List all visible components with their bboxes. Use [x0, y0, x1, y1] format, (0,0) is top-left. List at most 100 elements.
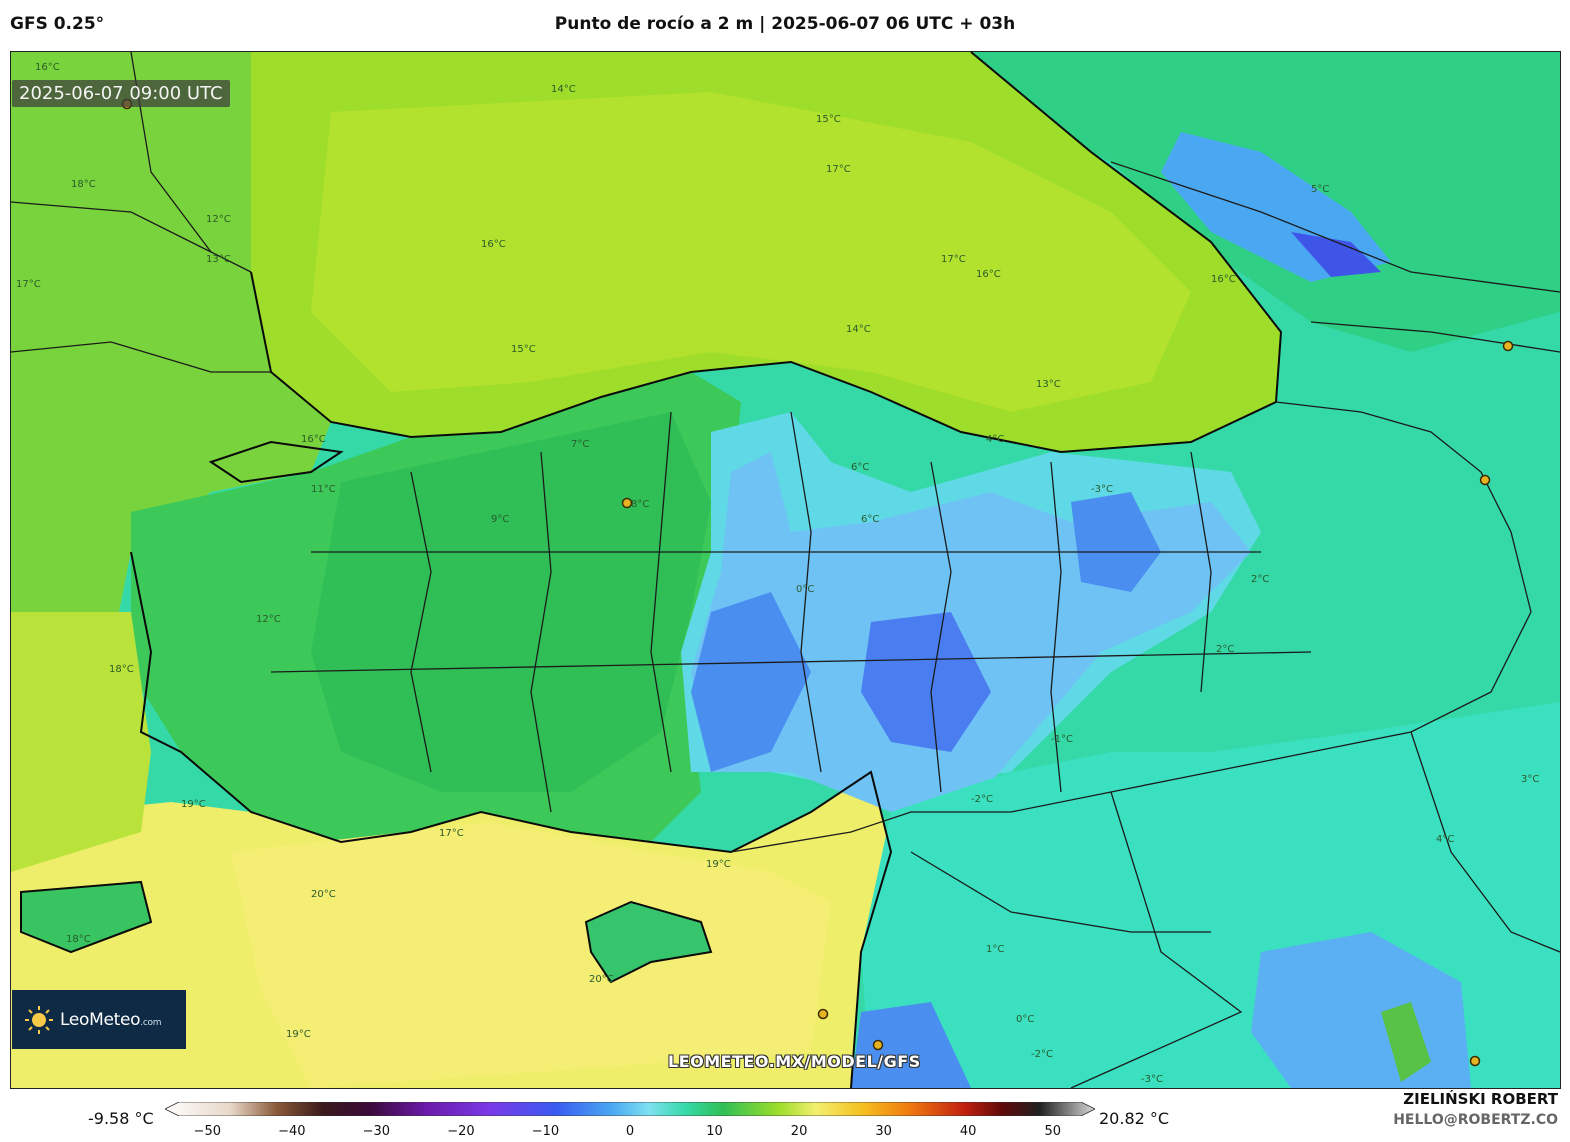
contour-label: 20°C	[311, 889, 336, 900]
syria-border	[910, 851, 1211, 933]
city-marker	[1469, 1055, 1481, 1067]
dry-center-fill	[861, 612, 991, 752]
contour-label: 3°C	[1521, 774, 1539, 785]
aegean-fill	[11, 612, 151, 872]
colorbar-tick: −50	[193, 1124, 221, 1139]
logo-name: LeoMeteo	[60, 1009, 141, 1030]
caucasus-border	[1310, 321, 1560, 353]
contour-label: 13°C	[206, 254, 231, 265]
contour-label: -1°C	[1051, 734, 1073, 745]
colorbar-tick: 20	[790, 1124, 808, 1139]
crete-coast	[20, 880, 153, 954]
contour-label: 16°C	[301, 434, 326, 445]
colorbar-tick: 10	[706, 1124, 723, 1139]
contour-label: 12°C	[206, 214, 231, 225]
contour-label: -2°C	[1031, 1049, 1053, 1060]
province-line	[1050, 461, 1062, 793]
contour-label: 8°C	[631, 499, 649, 510]
contour-label: 15°C	[511, 344, 536, 355]
contour-label: 17°C	[826, 164, 851, 175]
colorbar-tick: 40	[959, 1124, 977, 1139]
contour-label: 16°C	[35, 62, 60, 73]
model-label: GFS 0.25°	[10, 14, 105, 34]
province-line	[790, 411, 822, 773]
cyprus-fill	[586, 902, 711, 982]
logo-text: LeoMeteo.com	[60, 1010, 161, 1030]
contour-label: -2°C	[971, 794, 993, 805]
contour-labels: 16°C 14°C 17°C 15°C 16°C 17°C 16°C 16°C …	[16, 62, 1539, 1085]
crete-fill	[21, 882, 151, 952]
contour-label: 14°C	[846, 324, 871, 335]
contour-label: 20°C	[589, 974, 614, 985]
contour-label: 17°C	[941, 254, 966, 265]
author-name: ZIELIŃSKI ROBERT	[1403, 1090, 1558, 1108]
caucasus-border	[1110, 161, 1560, 293]
colorbar-tick: −30	[362, 1124, 391, 1139]
contour-label: 16°C	[1211, 274, 1236, 285]
source-watermark[interactable]: LEOMETEO.MX/MODEL/GFS	[668, 1052, 921, 1071]
province-line	[410, 471, 432, 773]
contour-label: 16°C	[976, 269, 1001, 280]
caucasus-very-dry	[1291, 232, 1381, 277]
dewpoint-map[interactable]: 16°C 14°C 17°C 15°C 16°C 17°C 16°C 16°C …	[10, 51, 1561, 1089]
moist-spot-fill	[1381, 1002, 1431, 1082]
contour-label: 17°C	[439, 828, 464, 839]
colorbar-min-label: -9.58 °C	[88, 1109, 154, 1128]
contour-label: 14°C	[551, 84, 576, 95]
contour-label: 12°C	[256, 614, 281, 625]
contour-label: 0°C	[796, 584, 814, 595]
contour-label: 2°C	[1251, 574, 1269, 585]
colorbar-tick: −20	[447, 1124, 475, 1139]
colorbar-tick: 30	[875, 1124, 892, 1139]
contour-label: 4°C	[986, 434, 1004, 445]
colorbar-tick: 0	[625, 1124, 635, 1139]
city-marker	[872, 1039, 884, 1051]
contour-label: 7°C	[571, 439, 589, 450]
contour-label: -3°C	[1091, 484, 1113, 495]
author-email[interactable]: HELLO@ROBERTZ.CO	[1393, 1112, 1558, 1128]
turkey-south-border	[730, 611, 1532, 853]
black-sea-inner	[311, 92, 1191, 412]
contour-label: 19°C	[706, 859, 731, 870]
contour-label: 13°C	[1036, 379, 1061, 390]
colorbar-max-label: 20.82 °C	[1099, 1109, 1170, 1128]
border-line	[11, 201, 212, 253]
contour-label: 15°C	[816, 114, 841, 125]
sun-icon	[25, 1005, 53, 1034]
colorbar-ticks: −50 −40 −30 −20 −10 0 10 20 30 40 50	[165, 1124, 1095, 1142]
contour-label: 2°C	[1216, 644, 1234, 655]
province-line	[1190, 451, 1212, 693]
province-line	[270, 651, 1312, 673]
contour-label: 6°C	[861, 514, 879, 525]
province-line	[650, 411, 672, 773]
turkey-east-border	[1275, 401, 1532, 613]
contour-label: 0°C	[1016, 1014, 1034, 1025]
mediterranean-inner	[231, 822, 831, 1088]
contour-label: 11°C	[311, 484, 336, 495]
contour-label: 18°C	[66, 934, 91, 945]
province-line	[530, 451, 552, 813]
contour-label: 19°C	[181, 799, 206, 810]
border-line	[130, 52, 252, 273]
contour-label: 17°C	[16, 279, 41, 290]
city-marker	[817, 1008, 829, 1020]
black-sea-coast	[250, 52, 1283, 454]
leometeo-logo[interactable]: LeoMeteo.com	[12, 990, 186, 1049]
anatolia-core-fill	[311, 412, 711, 792]
contour-label: 6°C	[851, 462, 869, 473]
south-coast	[130, 551, 893, 1088]
syria-iraq-border	[1070, 791, 1243, 1088]
province-line	[930, 461, 952, 793]
iraq-iran-border	[1410, 731, 1560, 953]
border-line	[11, 341, 271, 373]
colorbar	[165, 1102, 1095, 1116]
map-canvas: 16°C 14°C 17°C 15°C 16°C 17°C 16°C 16°C …	[11, 52, 1560, 1088]
contour-label: 9°C	[491, 514, 509, 525]
levant-dry-fill	[851, 1002, 971, 1088]
contour-label: 19°C	[286, 1029, 311, 1040]
city-marker	[1502, 340, 1514, 352]
valid-time-badge: 2025-06-07 09:00 UTC	[12, 80, 230, 107]
colorbar-tick: −40	[278, 1124, 306, 1139]
contour-label: 16°C	[481, 239, 506, 250]
city-marker	[1479, 474, 1491, 486]
